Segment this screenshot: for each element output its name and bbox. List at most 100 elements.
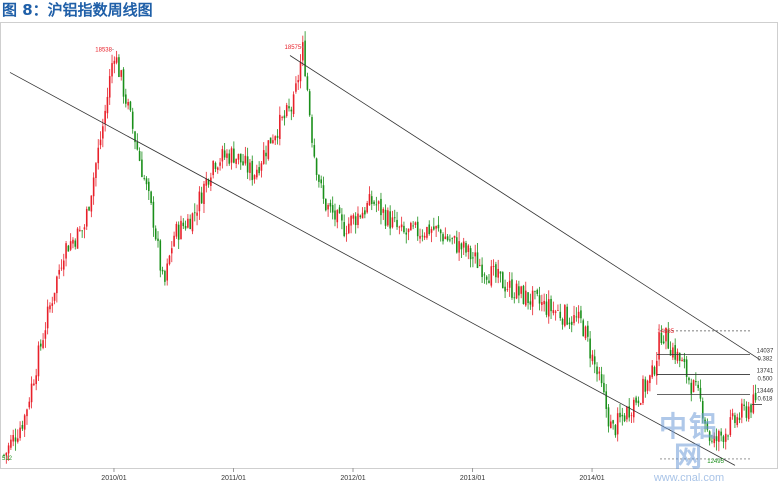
candle-body <box>350 215 352 226</box>
candle-body <box>92 177 95 197</box>
candle-body <box>619 412 621 418</box>
candle-body <box>290 109 293 112</box>
high-2010-label: 18538 <box>95 48 112 54</box>
candle-body <box>35 375 37 385</box>
candle-body <box>628 406 631 418</box>
x-tick-label: 2014/01 <box>579 475 604 482</box>
candle-body <box>138 151 141 161</box>
upper-channel-line <box>289 55 761 361</box>
candle-body <box>754 392 757 401</box>
candle-body <box>745 406 748 418</box>
candle-body <box>400 224 403 228</box>
candle-body <box>623 415 626 422</box>
candle-body <box>469 248 472 260</box>
candle-body <box>393 217 396 219</box>
candle-body <box>322 185 325 199</box>
candle-body <box>621 414 624 417</box>
candle-body <box>476 252 479 268</box>
candle-body <box>598 371 601 374</box>
candle-body <box>596 366 598 375</box>
candle-body <box>196 212 198 216</box>
candle-body <box>582 320 585 337</box>
candles-layer <box>3 31 757 464</box>
candle-body <box>683 358 686 362</box>
fib-level-ratio: 0.382 <box>757 356 773 362</box>
watermark-url: www.cnal.com <box>653 472 725 484</box>
candle-body <box>485 276 488 280</box>
candle-body <box>180 220 182 240</box>
candle-body <box>285 105 288 117</box>
candle-body <box>566 306 568 325</box>
candle-body <box>646 380 649 391</box>
candle-body <box>752 394 755 413</box>
candle-body <box>150 191 152 204</box>
candle-body <box>610 421 612 429</box>
candle-body <box>743 404 745 406</box>
candle-body <box>577 311 580 319</box>
candle-body <box>230 148 233 163</box>
candle-body <box>62 260 65 270</box>
candle-body <box>658 332 660 360</box>
candle-body <box>65 243 67 259</box>
candle-body <box>166 263 168 281</box>
fib-level-price: 13446 <box>757 389 774 395</box>
candle-body <box>474 252 476 257</box>
candle-body <box>161 269 164 272</box>
candle-body <box>701 401 704 419</box>
candle-body <box>253 175 256 180</box>
candle-body <box>256 169 258 178</box>
candle-body <box>561 319 564 325</box>
candle-body <box>511 279 513 298</box>
candle-body <box>304 40 306 77</box>
candle-body <box>361 212 364 219</box>
candle-body <box>308 91 311 116</box>
candle-body <box>33 383 35 386</box>
candle-body <box>738 417 741 420</box>
candle-body <box>614 425 617 436</box>
candle-body <box>731 413 734 417</box>
candle-body <box>53 292 56 301</box>
candle-body <box>122 69 125 97</box>
candle-body <box>3 454 5 456</box>
candle-body <box>120 70 123 77</box>
candle-body <box>23 415 26 430</box>
candle-body <box>708 431 711 441</box>
candle-body <box>568 322 571 325</box>
candle-body <box>60 267 63 269</box>
candle-body <box>338 207 341 214</box>
candle-body <box>184 225 187 229</box>
candle-body <box>200 192 203 204</box>
candle-body <box>83 227 86 230</box>
candle-body <box>543 300 545 305</box>
candle-body <box>547 299 550 317</box>
candle-body <box>246 156 249 173</box>
candle-body <box>655 360 658 376</box>
candle-body <box>506 289 509 290</box>
chart-title: 图 8：沪铝指数周线图 <box>2 1 153 19</box>
candle-body <box>554 311 557 313</box>
candle-body <box>398 226 401 228</box>
candle-body <box>258 167 260 174</box>
candle-body <box>460 243 463 250</box>
candle-body <box>727 435 729 437</box>
candle-body <box>154 228 157 240</box>
candle-body <box>534 290 536 292</box>
candle-body <box>168 255 171 265</box>
candle-body <box>276 135 279 138</box>
candle-body <box>428 224 431 235</box>
candle-body <box>375 204 378 206</box>
candle-body <box>182 222 185 227</box>
candle-body <box>69 241 72 250</box>
candle-body <box>219 162 221 166</box>
candle-body <box>575 316 578 318</box>
candle-body <box>527 292 529 304</box>
candle-body <box>660 333 663 344</box>
candle-body <box>593 356 596 365</box>
candle-body <box>51 303 54 306</box>
candle-body <box>678 352 681 361</box>
candle-body <box>226 153 228 158</box>
candle-body <box>159 240 162 271</box>
candle-body <box>499 271 502 274</box>
candle-body <box>173 235 175 247</box>
candle-body <box>449 239 451 241</box>
